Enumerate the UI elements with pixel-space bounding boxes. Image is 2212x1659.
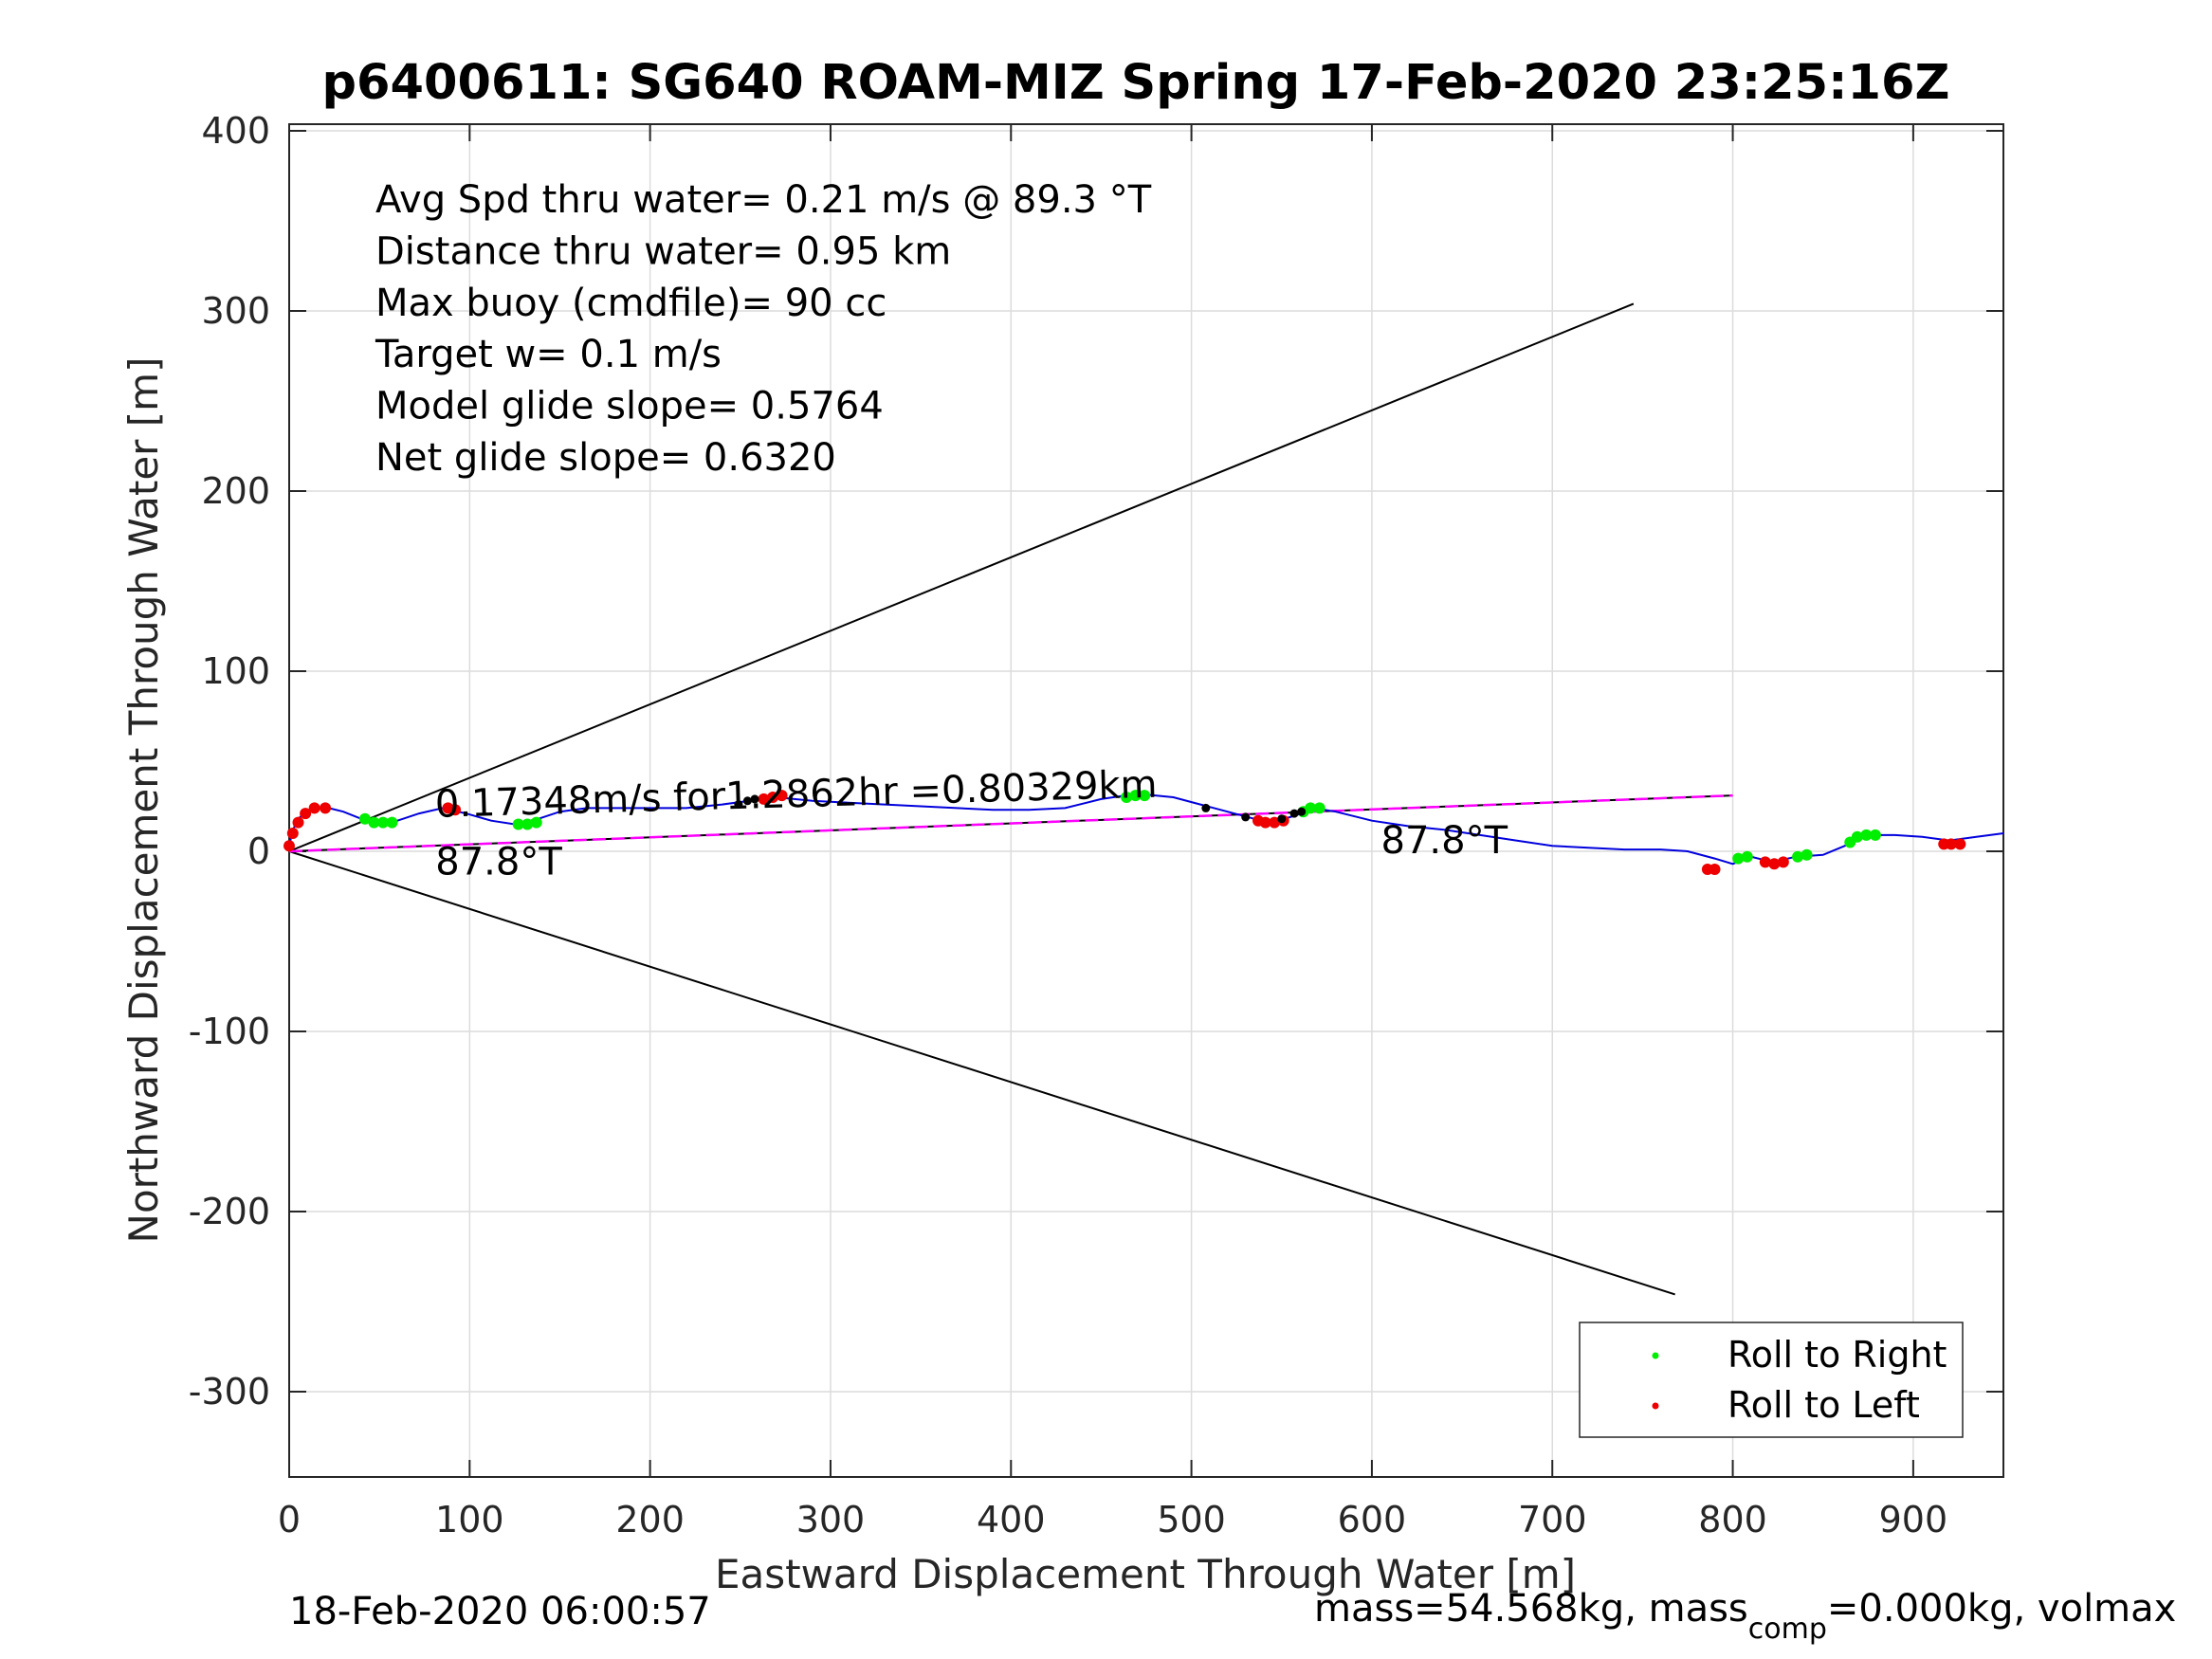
roll-right-point <box>530 816 542 829</box>
roll-right-point <box>1792 850 1804 863</box>
info-line: Target w= 0.1 m/s <box>375 333 722 376</box>
roll-left-point <box>286 828 299 839</box>
x-tick-label: 900 <box>1879 1499 1948 1540</box>
envelope-upper-line <box>288 302 1635 852</box>
track-marker-point <box>1241 812 1251 822</box>
roll-left-point <box>767 792 779 803</box>
roll-right-point <box>1851 830 1863 843</box>
plot-frame <box>288 123 2004 1478</box>
track-marker-point <box>1289 809 1299 818</box>
x-tick-label: 100 <box>435 1499 504 1540</box>
y-axis-label: Northward Displacement Through Water [m] <box>120 357 167 1244</box>
roll-left-point <box>300 808 312 820</box>
x-tick-label: 0 <box>278 1499 301 1540</box>
roll-right-point <box>368 816 380 829</box>
roll-left-point <box>1269 816 1281 829</box>
roll-left-point <box>1259 816 1271 829</box>
roll-right-point <box>1860 829 1873 841</box>
roll-right-point <box>512 818 524 830</box>
x-tick-label: 800 <box>1698 1499 1767 1540</box>
info-line: Distance thru water= 0.95 km <box>375 229 951 273</box>
annotation-label: 87.8°T <box>435 841 562 884</box>
annotation-label: 0.17348m/s for1.2862hr =0.80329km <box>434 763 1158 827</box>
info-line: Net glide slope= 0.6320 <box>375 436 836 480</box>
roll-left-point <box>776 790 788 802</box>
footer-timestamp: 18-Feb-2020 06:00:57 <box>289 1590 711 1633</box>
roll-right-point <box>376 816 389 829</box>
roll-right-point <box>1732 852 1745 865</box>
roll-left-point <box>308 802 320 814</box>
y-tick-label: 400 <box>201 110 270 152</box>
y-tick-label: 200 <box>201 470 270 512</box>
roll-right-point <box>1741 850 1753 863</box>
roll-left-point <box>1777 856 1789 868</box>
x-tick-label: 400 <box>977 1499 1046 1540</box>
info-line: Avg Spd thru water= 0.21 m/s @ 89.3 °T <box>375 178 1152 222</box>
legend-label-roll-right: Roll to Right <box>1728 1334 1947 1376</box>
y-tick-labels: -300 -200 -100 0 100 200 300 400 <box>189 110 270 1413</box>
roll-left-point <box>283 840 295 852</box>
track-marker-point <box>1297 807 1307 816</box>
roll-left-point <box>1759 856 1771 868</box>
envelope-lower-line <box>288 850 1675 1296</box>
y-tick-label: 0 <box>247 830 270 872</box>
y-tick-label: -200 <box>189 1191 270 1232</box>
x-tick-label: 300 <box>796 1499 866 1540</box>
roll-left-point <box>449 804 462 816</box>
legend-label-roll-left: Roll to Left <box>1728 1384 1920 1426</box>
grid <box>288 124 2003 1477</box>
x-tick-label: 500 <box>1157 1499 1226 1540</box>
annotation-label: 87.8°T <box>1381 819 1508 863</box>
y-tick-label: 100 <box>201 650 270 692</box>
roll-left-point <box>320 802 332 814</box>
y-tick-label: -300 <box>189 1371 270 1413</box>
axis-ticks <box>288 124 2003 1477</box>
legend-marker-roll-left <box>1652 1402 1659 1410</box>
x-tick-label: 600 <box>1338 1499 1407 1540</box>
roll-right-point <box>358 812 371 825</box>
roll-right-point <box>1313 802 1325 814</box>
heading-line <box>288 793 1733 853</box>
roll-right-point <box>1139 790 1151 802</box>
track-marker-point <box>750 794 759 804</box>
info-line: Model glide slope= 0.5764 <box>375 385 884 428</box>
y-tick-label: 300 <box>201 290 270 332</box>
series <box>283 302 2004 1296</box>
roll-right-point <box>1121 792 1133 803</box>
chart-title: p6400611: SG640 ROAM-MIZ Spring 17-Feb-2… <box>322 55 1950 111</box>
track-marker-point <box>734 800 743 810</box>
x-tick-labels: 0 100 200 300 400 500 600 700 800 900 <box>278 1499 1947 1540</box>
legend: Roll to Right Roll to Left <box>1579 1322 1964 1438</box>
footer-mass: mass=54.568kg, masscomp=0.000kg, volmax <box>1314 1587 2176 1646</box>
roll-right-point <box>1801 848 1813 861</box>
track-marker-point <box>1277 814 1287 824</box>
roll-left-point <box>1768 858 1781 870</box>
roll-right-point <box>1129 790 1142 802</box>
y-tick-label: -100 <box>189 1011 270 1052</box>
annotations: 0.17348m/s for1.2862hr =0.80329km 87.8°T 8… <box>434 763 1508 884</box>
x-tick-label: 200 <box>615 1499 685 1540</box>
roll-left-point <box>1945 838 1957 850</box>
x-axis-label: Eastward Displacement Through Water [m] <box>715 1551 1576 1597</box>
x-tick-label: 700 <box>1518 1499 1587 1540</box>
roll-left-point <box>292 816 304 829</box>
info-text: Avg Spd thru water= 0.21 m/s @ 89.3 °T Di… <box>375 178 1152 480</box>
roll-left-point <box>1709 864 1721 875</box>
legend-box <box>1579 1322 1964 1438</box>
roll-right-point <box>1305 802 1317 814</box>
track-marker-point <box>1201 803 1211 812</box>
track-marker-point <box>742 796 752 806</box>
roll-right-point <box>521 818 534 830</box>
roll-right-point <box>1869 829 1881 841</box>
legend-marker-roll-right <box>1652 1352 1659 1359</box>
roll-left-point <box>758 793 770 805</box>
info-line: Max buoy (cmdfile)= 90 cc <box>375 282 887 325</box>
roll-left-point <box>1954 838 1966 850</box>
roll-right-point <box>386 816 398 829</box>
